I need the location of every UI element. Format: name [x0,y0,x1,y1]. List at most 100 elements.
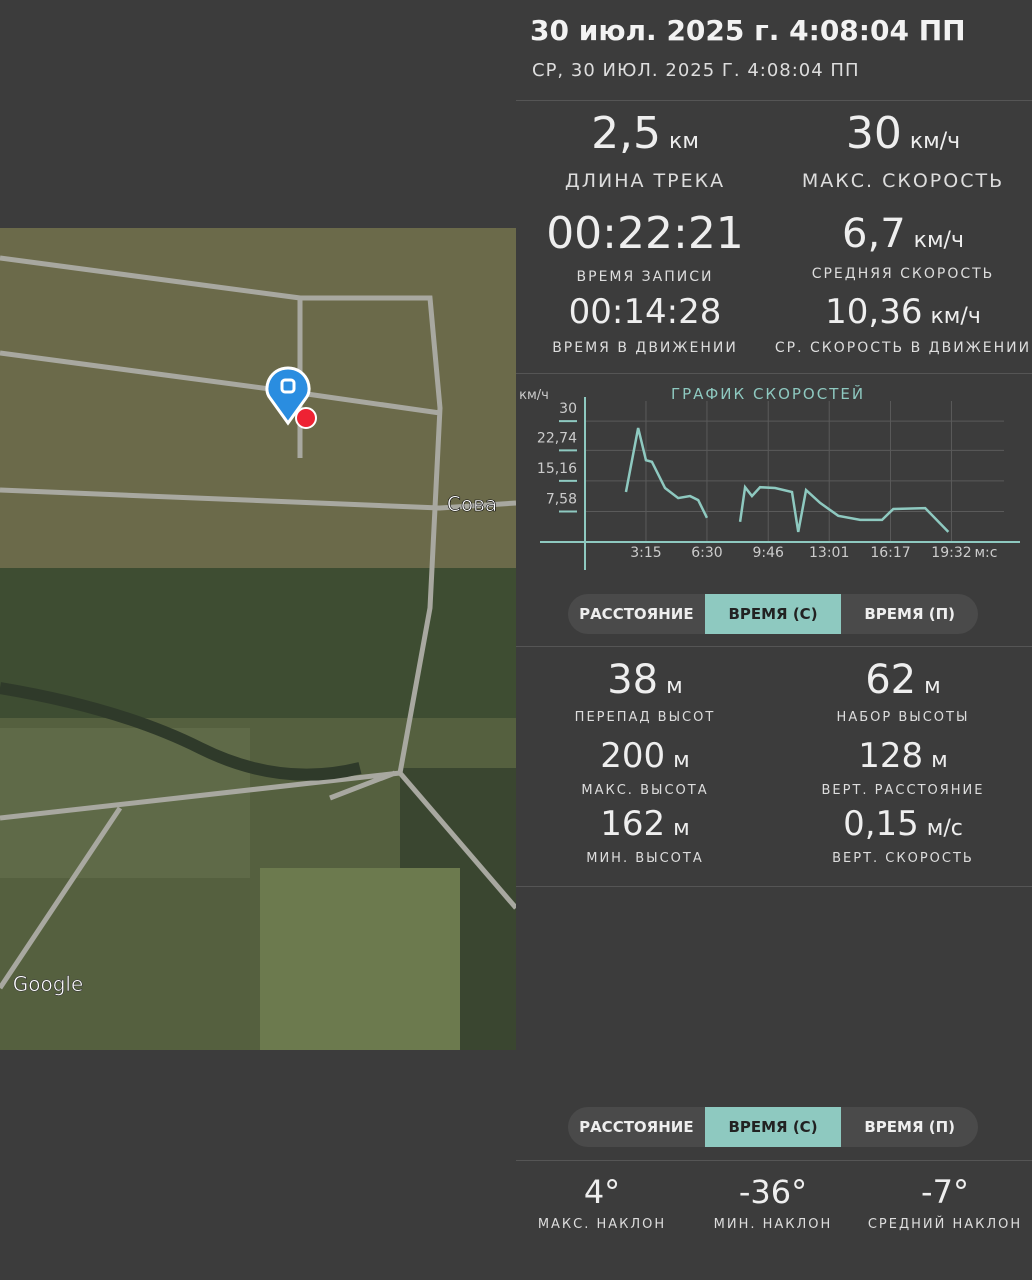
stat: 38 м ПЕРЕПАД ВЫСОТ [516,656,774,731]
stat-value-row: 2,5 км [516,108,774,161]
title: 30 июл. 2025 г. 4:08:04 ПП [530,14,966,47]
x-axis-unit: м:с [975,545,998,561]
stat-label: ДЛИНА ТРЕКА [564,169,726,192]
speed-chart: ГРАФИК СКОРОСТЕЙ км/ч м:с 7,58 15,16 22,74… [519,384,1020,570]
stat-label: ВРЕМЯ ЗАПИСИ [576,268,714,285]
stat: 30 км/ч МАКС. СКОРОСТЬ [774,108,1032,199]
separator [516,373,1032,374]
stat-value: 30 [845,108,902,159]
stat: -7° СРЕДНИЙ НАКЛОН [865,1172,1025,1238]
segment-button[interactable]: ВРЕМЯ (С) [704,1107,842,1147]
stat-value-row: 00:22:21 [516,208,774,261]
separator [516,1160,1032,1161]
segment-button[interactable]: ВРЕМЯ (С) [704,594,842,634]
stat-label: МАКС. НАКЛОН [537,1217,667,1232]
stat: 128 м ВЕРТ. РАССТОЯНИЕ [774,736,1032,804]
stat-label: ВЕРТ. РАССТОЯНИЕ [821,782,985,798]
stat-value-row: 128 м [774,736,1032,777]
stat-value: 0,15 [843,804,919,844]
x-tick-label: 13:01 [809,545,849,561]
map[interactable]: Сова Google [0,228,516,1050]
stat-label: СРЕДНЯЯ СКОРОСТЬ [811,266,995,282]
stat-unit: м [666,674,683,699]
stat-value: 2,5 [591,108,662,159]
stat: 0,15 м/с ВЕРТ. СКОРОСТЬ [774,804,1032,872]
x-tick-label: 19:32 [931,545,971,561]
stat-value-row: 200 м [516,736,774,777]
stat-value-row: 00:14:28 [516,292,774,333]
stat-value: -36° [738,1173,808,1211]
place-label: Сова [447,492,497,516]
stat-value: 200 [600,736,666,776]
stat: 10,36 км/ч СР. СКОРОСТЬ В ДВИЖЕНИИ [774,292,1032,361]
stat-value: -7° [921,1173,969,1211]
stat: -36° МИН. НАКЛОН [693,1172,853,1238]
stat-label: НАБОР ВЫСОТЫ [836,710,970,725]
y-axis-unit: км/ч [519,388,549,403]
stat-value: 162 [600,804,666,844]
stat-value-row: 38 м [516,656,774,704]
stat-label: ПЕРЕПАД ВЫСОТ [574,710,716,725]
stat-label: ВРЕМЯ В ДВИЖЕНИИ [552,339,738,356]
stat: 62 м НАБОР ВЫСОТЫ [774,656,1032,731]
y-tick-label: 22,74 [537,430,577,446]
stat-value: 00:22:21 [546,208,744,259]
stat: 00:14:28 ВРЕМЯ В ДВИЖЕНИИ [516,292,774,361]
stat-label: МАКС. СКОРОСТЬ [801,169,1005,192]
stat-unit: км/ч [913,228,964,253]
stat-unit: м/с [926,816,963,841]
stat-unit: км/ч [930,304,981,329]
stat-value: 62 [865,657,917,703]
x-tick-label: 6:30 [691,545,722,561]
x-tick-label: 16:17 [870,545,910,561]
subtitle: СР, 30 ИЮЛ. 2025 Г. 4:08:04 ПП [532,60,860,81]
stat-label: СР. СКОРОСТЬ В ДВИЖЕНИИ [774,339,1032,356]
stat-value-row: 6,7 км/ч [774,210,1032,258]
stat-value: 128 [858,736,924,776]
stat-unit: м [673,816,690,841]
segment-button[interactable]: РАССТОЯНИЕ [579,605,694,623]
stat: 4° МАКС. НАКЛОН [522,1172,682,1238]
separator [516,646,1032,647]
y-tick-label: 30 [559,401,577,417]
speed-line [624,427,950,533]
segment-button[interactable]: ВРЕМЯ (П) [864,605,955,623]
stat-value-row: 162 м [516,804,774,845]
segment-button[interactable]: РАССТОЯНИЕ [579,1118,694,1136]
stat-value: 4° [583,1173,621,1211]
segment-control: РАССТОЯНИЕ ВРЕМЯ (С) ВРЕМЯ (П) [568,1107,978,1147]
stat-label: МИН. ВЫСОТА [586,850,704,866]
segment-control: РАССТОЯНИЕ ВРЕМЯ (С) ВРЕМЯ (П) [568,594,978,634]
stat-value: 00:14:28 [568,292,722,332]
stat: 162 м МИН. ВЫСОТА [516,804,774,872]
stat-unit: м [673,748,690,773]
separator [516,886,1032,887]
map-provider: Google [13,972,84,996]
stat-value-row: 10,36 км/ч [774,292,1032,333]
stat: 6,7 км/ч СРЕДНЯЯ СКОРОСТЬ [774,210,1032,288]
stat-label: МИН. НАКЛОН [713,1217,833,1232]
stat-value: 10,36 [825,292,923,332]
stat-value-row: 30 км/ч [774,108,1032,161]
stat-unit: м [924,674,941,699]
stat-value-row: 62 м [774,656,1032,704]
stat: 00:22:21 ВРЕМЯ ЗАПИСИ [516,208,774,290]
y-tick-label: 15,16 [537,461,577,477]
x-tick-label: 3:15 [630,545,661,561]
y-tick-label: 7,58 [546,491,577,507]
chart-title: ГРАФИК СКОРОСТЕЙ [671,384,865,403]
stat-value-row: 0,15 м/с [774,804,1032,845]
stat-unit: км/ч [909,129,961,154]
stat-label: СРЕДНИЙ НАКЛОН [867,1217,1023,1232]
x-tick-label: 9:46 [753,545,785,561]
stat-value: 6,7 [842,211,906,257]
stat: 2,5 км ДЛИНА ТРЕКА [516,108,774,199]
segment-button[interactable]: ВРЕМЯ (П) [864,1118,955,1136]
stat-unit: км [669,129,699,154]
stat-label: ВЕРТ. СКОРОСТЬ [832,850,974,866]
stat-label: МАКС. ВЫСОТА [581,782,709,798]
stat-unit: м [931,748,948,773]
stat: 200 м МАКС. ВЫСОТА [516,736,774,804]
separator [516,100,1032,101]
